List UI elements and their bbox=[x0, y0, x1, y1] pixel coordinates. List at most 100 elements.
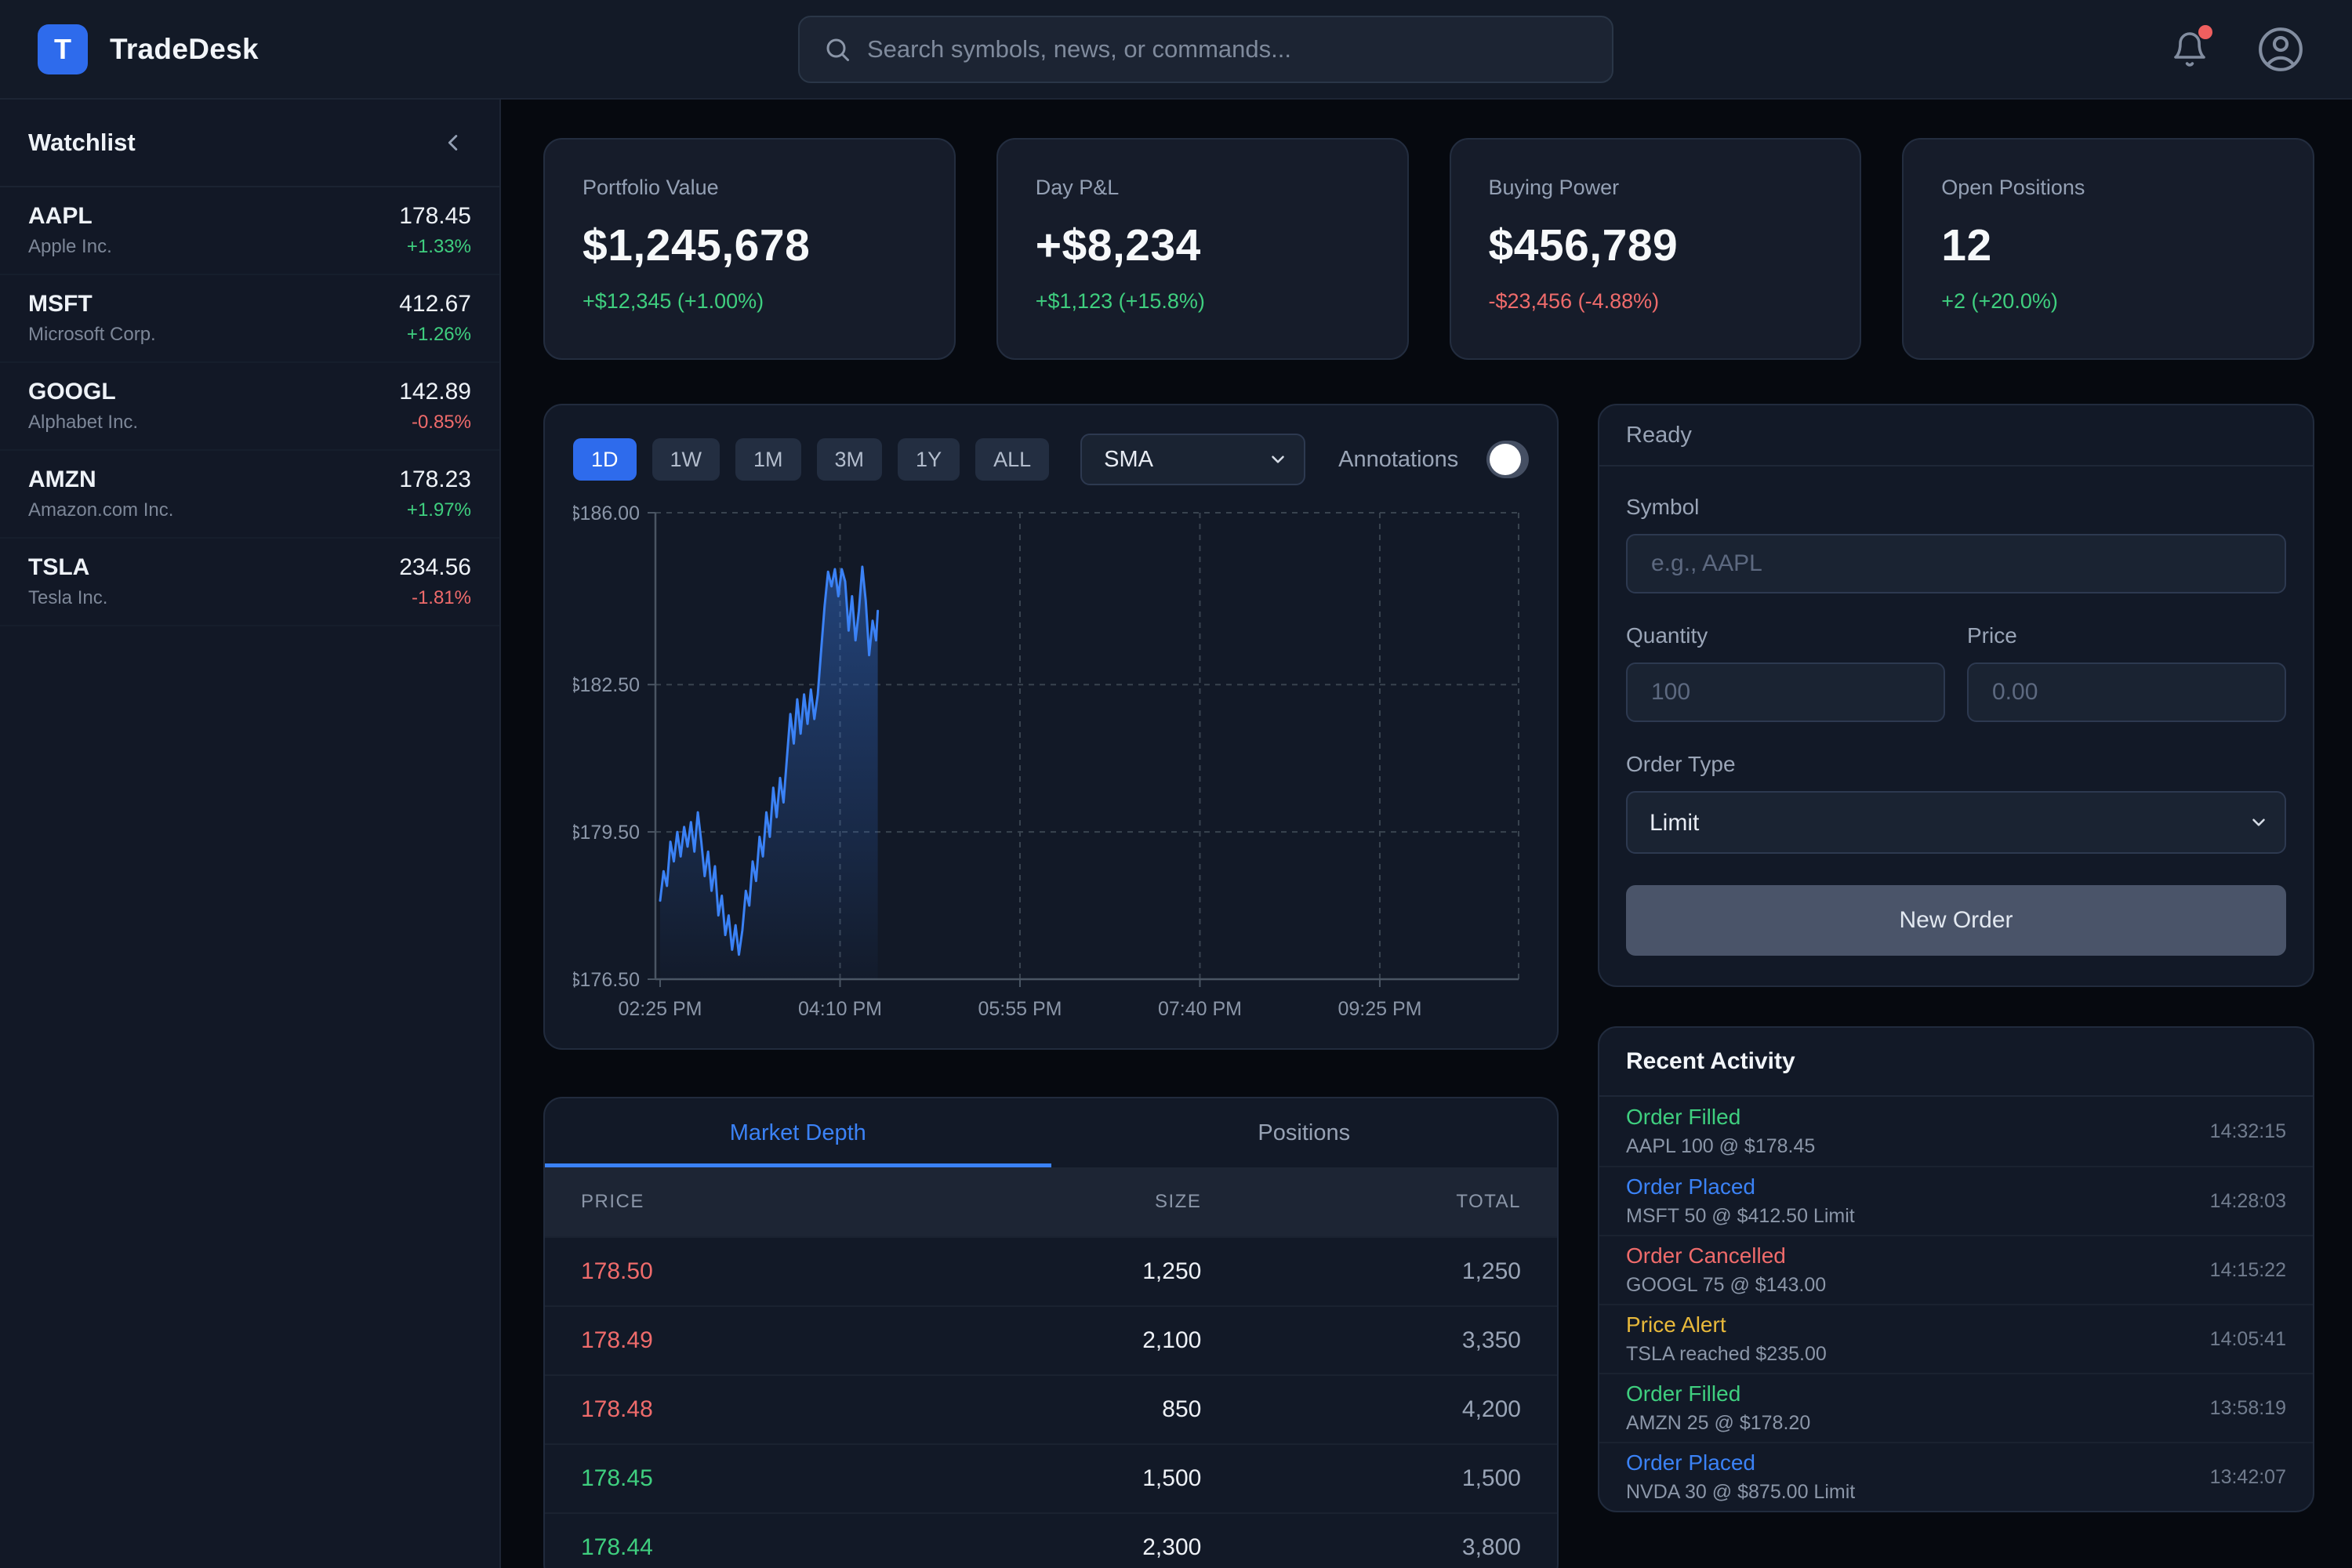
depth-row[interactable]: 178.50 1,250 1,250 bbox=[545, 1236, 1557, 1305]
watchlist-item[interactable]: TSLA Tesla Inc. 234.56 -1.81% bbox=[0, 539, 499, 626]
stat-label: Open Positions bbox=[1941, 176, 2085, 199]
svg-text:09:25 PM: 09:25 PM bbox=[1338, 998, 1421, 1020]
price-chart[interactable]: $186.00 $182.50 $179.50 $176.50 02:25 PM 04:1… bbox=[569, 503, 1529, 1029]
depth-total: 4,200 bbox=[1461, 1396, 1521, 1422]
symbol-input[interactable] bbox=[1626, 534, 2286, 593]
activity-item: Price Alert TSLA reached $235.00 14:05:41 bbox=[1599, 1304, 2313, 1373]
order-type-select[interactable]: Limit bbox=[1626, 791, 2286, 854]
depth-row[interactable]: 178.49 2,100 3,350 bbox=[545, 1305, 1557, 1374]
depth-size: 2,100 bbox=[1142, 1327, 1202, 1353]
watchlist-symbol: AMZN bbox=[28, 466, 96, 492]
watchlist-item-left: AMZN Amazon.com Inc. bbox=[28, 466, 173, 521]
topbar: T TradeDesk bbox=[0, 0, 2352, 100]
activity-item-left: Price Alert TSLA reached $235.00 bbox=[1626, 1312, 1827, 1366]
recent-activity-panel: Recent Activity Order Filled AAPL 100 @ $… bbox=[1598, 1026, 2314, 1512]
watchlist-item-left: TSLA Tesla Inc. bbox=[28, 554, 107, 609]
toggle-knob bbox=[1490, 444, 1522, 475]
order-panel: Ready Symbol Quantity Price Order Type L… bbox=[1598, 404, 2314, 987]
order-form: Symbol Quantity Price Order Type Limit bbox=[1599, 466, 2313, 984]
search-icon bbox=[826, 38, 849, 61]
timeframe-button-all[interactable]: ALL bbox=[975, 438, 1050, 481]
app-title: TradeDesk bbox=[110, 32, 259, 65]
activity-type: Order Placed bbox=[1626, 1450, 1755, 1475]
user-menu-button[interactable] bbox=[2255, 24, 2307, 75]
activity-time: 14:32:15 bbox=[2209, 1120, 2286, 1142]
timeframe-button-1y[interactable]: 1Y bbox=[898, 438, 960, 481]
activity-detail: GOOGL 75 @ $143.00 bbox=[1626, 1274, 1827, 1296]
svg-text:$179.50: $179.50 bbox=[573, 822, 640, 844]
depth-row[interactable]: 178.45 1,500 1,500 bbox=[545, 1443, 1557, 1512]
tab-market-depth[interactable]: Market Depth bbox=[545, 1098, 1051, 1167]
depth-size: 1,250 bbox=[1142, 1258, 1202, 1284]
chart-card: 1D 1W 1M 3M 1Y ALL SMA Annotations $186.00 $18… bbox=[543, 404, 1559, 1050]
quantity-input[interactable] bbox=[1626, 662, 1945, 722]
symbol-label: Symbol bbox=[1626, 495, 1700, 519]
svg-text:04:10 PM: 04:10 PM bbox=[798, 998, 882, 1020]
activity-type: Order Filled bbox=[1626, 1105, 1741, 1129]
price-input[interactable] bbox=[1967, 662, 2286, 722]
activity-time: 13:58:19 bbox=[2209, 1396, 2286, 1419]
chevron-left-icon bbox=[448, 135, 458, 151]
timeframe-button-1m[interactable]: 1M bbox=[735, 438, 801, 481]
watchlist-item-right: 178.45 +1.33% bbox=[399, 203, 471, 258]
depth-row[interactable]: 178.44 2,300 3,800 bbox=[545, 1512, 1557, 1568]
depth-total: 3,350 bbox=[1461, 1327, 1521, 1353]
depth-price: 178.50 bbox=[581, 1258, 653, 1284]
indicator-select[interactable]: SMA bbox=[1080, 434, 1306, 485]
stat-change: +$1,123 (+15.8%) bbox=[1035, 289, 1205, 313]
tab-positions[interactable]: Positions bbox=[1051, 1098, 1558, 1167]
activity-time: 13:42:07 bbox=[2209, 1465, 2286, 1488]
notification-dot bbox=[2198, 24, 2212, 39]
watchlist-change: +1.26% bbox=[406, 324, 471, 345]
activity-type: Order Placed bbox=[1626, 1174, 1755, 1199]
activity-item: Order Cancelled GOOGL 75 @ $143.00 14:15:2… bbox=[1599, 1235, 2313, 1304]
activity-type: Price Alert bbox=[1626, 1312, 1726, 1337]
stat-card: Portfolio Value $1,245,678 +$12,345 (+1.00… bbox=[543, 138, 956, 360]
svg-text:02:25 PM: 02:25 PM bbox=[618, 998, 702, 1020]
watchlist-item[interactable]: GOOGL Alphabet Inc. 142.89 -0.85% bbox=[0, 363, 499, 451]
depth-price: 178.44 bbox=[581, 1534, 653, 1560]
price-label: Price bbox=[1967, 623, 2017, 648]
activity-detail: AMZN 25 @ $178.20 bbox=[1626, 1412, 1811, 1434]
activity-item-left: Order Filled AMZN 25 @ $178.20 bbox=[1626, 1381, 1810, 1435]
watchlist-item[interactable]: MSFT Microsoft Corp. 412.67 +1.26% bbox=[0, 275, 499, 363]
watchlist-symbol: TSLA bbox=[28, 554, 90, 580]
watchlist-price: 142.89 bbox=[399, 379, 471, 405]
activity-item: Order Placed MSFT 50 @ $412.50 Limit 14:28… bbox=[1599, 1166, 2313, 1235]
sidebar-collapse-button[interactable] bbox=[437, 125, 471, 160]
search-input[interactable] bbox=[867, 35, 1588, 64]
timeframe-button-1w[interactable]: 1W bbox=[652, 438, 720, 481]
depth-total: 1,500 bbox=[1461, 1465, 1521, 1491]
annotations-toggle[interactable] bbox=[1486, 441, 1529, 478]
watchlist-item-left: AAPL Apple Inc. bbox=[28, 203, 112, 258]
stat-value: +$8,234 bbox=[1035, 220, 1201, 270]
watchlist-item[interactable]: AMZN Amazon.com Inc. 178.23 +1.97% bbox=[0, 451, 499, 539]
order-type-label: Order Type bbox=[1626, 752, 1736, 776]
search-bar bbox=[798, 16, 1613, 83]
activity-item: Order Filled AAPL 100 @ $178.45 14:32:15 bbox=[1599, 1097, 2313, 1166]
activity-item-left: Order Cancelled GOOGL 75 @ $143.00 bbox=[1626, 1243, 1826, 1297]
user-avatar-icon bbox=[2259, 27, 2303, 71]
svg-text:$176.50: $176.50 bbox=[573, 969, 640, 991]
watchlist-header: Watchlist bbox=[0, 100, 499, 187]
bell-icon bbox=[2174, 31, 2205, 67]
stat-label: Day P&L bbox=[1035, 176, 1120, 199]
watchlist-item[interactable]: AAPL Apple Inc. 178.45 +1.33% bbox=[0, 187, 499, 275]
new-order-button[interactable]: New Order bbox=[1626, 885, 2286, 956]
timeframe-button-1d[interactable]: 1D bbox=[573, 438, 637, 481]
topbar-actions bbox=[2164, 24, 2307, 75]
watchlist-item-left: MSFT Microsoft Corp. bbox=[28, 291, 156, 346]
activity-item: Order Filled AMZN 25 @ $178.20 13:58:19 bbox=[1599, 1373, 2313, 1442]
stat-change: +2 (+20.0%) bbox=[1941, 289, 2058, 313]
stats-row: Portfolio Value $1,245,678 +$12,345 (+1.00… bbox=[543, 138, 2314, 360]
activity-time: 14:15:22 bbox=[2209, 1258, 2286, 1281]
svg-text:$182.50: $182.50 bbox=[573, 674, 640, 696]
watchlist-item-right: 412.67 +1.26% bbox=[399, 291, 471, 346]
watchlist-item-right: 142.89 -0.85% bbox=[399, 379, 471, 434]
activity-detail: AAPL 100 @ $178.45 bbox=[1626, 1135, 1816, 1157]
notifications-button[interactable] bbox=[2164, 24, 2216, 75]
watchlist-item-right: 178.23 +1.97% bbox=[399, 466, 471, 521]
timeframe-button-3m[interactable]: 3M bbox=[816, 438, 883, 481]
watchlist-symbol: GOOGL bbox=[28, 379, 116, 405]
depth-row[interactable]: 178.48 850 4,200 bbox=[545, 1374, 1557, 1443]
